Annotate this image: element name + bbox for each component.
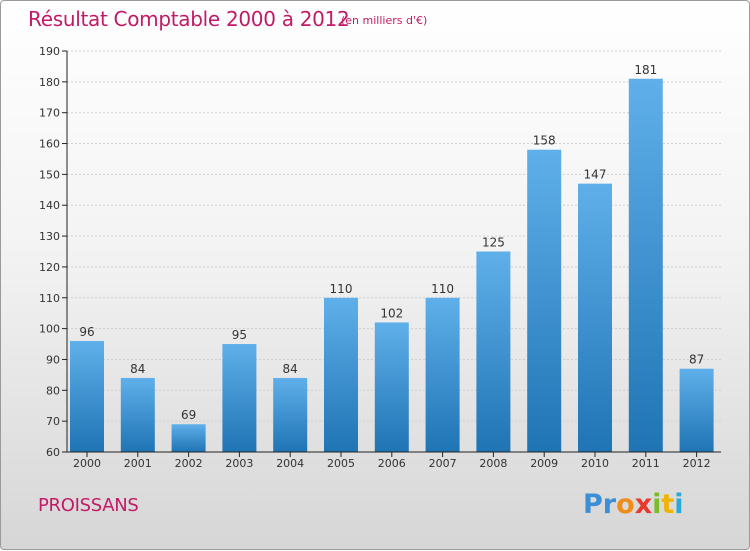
x-tick-label-2005: 2005 xyxy=(327,457,355,470)
bar-2011 xyxy=(628,78,663,452)
data-label-2004: 84 xyxy=(283,362,298,376)
logo-letter: i xyxy=(674,489,684,520)
commune-name: PROISSANS xyxy=(38,495,139,516)
x-tick-label-2008: 2008 xyxy=(479,457,507,470)
labels: 60 70 80 90 100 110 120 130 140 150 160 170 180 190 96… xyxy=(39,45,711,470)
y-tick-label: 100 xyxy=(39,323,60,336)
y-tick-label: 80 xyxy=(46,384,60,397)
y-tick-label: 180 xyxy=(39,76,60,89)
logo-letter: P xyxy=(583,489,603,520)
data-label-2012: 87 xyxy=(689,353,704,367)
bar-2006 xyxy=(374,322,409,452)
data-label-2000: 96 xyxy=(79,325,94,339)
logo-letter: i xyxy=(652,489,662,520)
x-tick-label-2012: 2012 xyxy=(683,457,711,470)
bar-2008 xyxy=(476,251,511,452)
x-tick-label-2001: 2001 xyxy=(124,457,152,470)
y-tick-label: 140 xyxy=(39,199,60,212)
bar-2002 xyxy=(171,424,206,452)
bar-2012 xyxy=(679,368,714,452)
logo-letter: r xyxy=(602,489,617,520)
data-label-2006: 102 xyxy=(380,306,403,320)
x-tick-label-2010: 2010 xyxy=(581,457,609,470)
data-label-2007: 110 xyxy=(431,282,454,296)
x-tick-label-2002: 2002 xyxy=(175,457,203,470)
x-tick-label-2009: 2009 xyxy=(530,457,558,470)
bar-2000 xyxy=(70,340,104,452)
y-tick-label: 70 xyxy=(46,415,60,428)
logo-letter: o xyxy=(616,489,635,520)
y-tick-label: 170 xyxy=(39,107,60,120)
x-tick-label-2003: 2003 xyxy=(225,457,253,470)
data-label-2010: 147 xyxy=(584,168,607,182)
axes xyxy=(62,50,721,457)
x-tick-label-2004: 2004 xyxy=(276,457,304,470)
logo-letter: t xyxy=(661,489,675,520)
proxiti-logo: Proxiti xyxy=(583,489,684,520)
bar-2003 xyxy=(222,344,257,452)
data-label-2008: 125 xyxy=(482,236,505,250)
data-label-2011: 181 xyxy=(634,63,657,77)
data-label-2003: 95 xyxy=(232,328,247,342)
y-tick-label: 120 xyxy=(39,261,60,274)
x-tick-label-2006: 2006 xyxy=(378,457,406,470)
bar-2009 xyxy=(527,149,562,452)
bar-2010 xyxy=(578,183,612,452)
y-tick-label: 60 xyxy=(46,446,60,459)
bars xyxy=(70,78,714,452)
bar-2005 xyxy=(324,297,358,452)
x-tick-label-2011: 2011 xyxy=(632,457,660,470)
y-tick-label: 130 xyxy=(39,230,60,243)
y-tick-label: 110 xyxy=(39,292,60,305)
bar-2007 xyxy=(425,297,460,452)
y-tick-label: 150 xyxy=(39,168,60,181)
data-label-2005: 110 xyxy=(330,282,353,296)
data-label-2009: 158 xyxy=(533,134,556,148)
logo-letter: x xyxy=(634,489,653,520)
data-label-2002: 69 xyxy=(181,408,196,422)
x-tick-label-2000: 2000 xyxy=(73,457,101,470)
bar-2001 xyxy=(120,377,155,452)
bar-2004 xyxy=(273,377,308,452)
y-tick-label: 190 xyxy=(39,45,60,58)
data-label-2001: 84 xyxy=(130,362,145,376)
y-tick-label: 160 xyxy=(39,138,60,151)
chart-unit-note: (en milliers d'€) xyxy=(341,14,428,27)
y-tick-label: 90 xyxy=(46,353,60,366)
x-tick-label-2007: 2007 xyxy=(429,457,457,470)
chart-title: Résultat Comptable 2000 à 2012 xyxy=(28,7,350,31)
